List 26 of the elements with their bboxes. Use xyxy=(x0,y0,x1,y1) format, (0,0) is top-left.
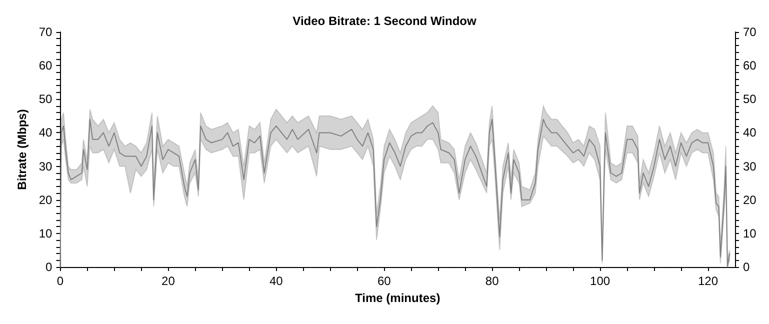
y-tick-label: 40 xyxy=(38,126,53,140)
x-tick-label: 80 xyxy=(485,274,500,288)
x-tick-label: 20 xyxy=(162,274,176,288)
x-tick-label: 0 xyxy=(56,274,64,288)
y2-tick-label: 50 xyxy=(743,92,757,106)
y-tick-label: 10 xyxy=(38,226,53,240)
x-tick-label: 100 xyxy=(590,274,610,288)
y2-tick-label: 20 xyxy=(743,192,757,207)
y-tick-label: 30 xyxy=(38,159,53,174)
y2-tick-label: 10 xyxy=(743,226,757,240)
x-tick-label: 120 xyxy=(698,274,718,288)
y2-tick-label: 70 xyxy=(743,25,757,39)
x-axis-title: Time (minutes) xyxy=(355,290,440,305)
y2-tick-label: 60 xyxy=(743,58,757,73)
y2-tick-label: 40 xyxy=(743,126,757,140)
y-axis-title: Bitrate (Mbps) xyxy=(15,109,29,190)
y-tick-label: 0 xyxy=(46,260,53,274)
y2-tick-label: 0 xyxy=(743,260,750,274)
y-tick-label: 50 xyxy=(38,92,53,106)
y-tick-label: 70 xyxy=(38,25,53,39)
y2-tick-label: 30 xyxy=(743,159,757,174)
y-tick-label: 20 xyxy=(38,192,53,207)
y-tick-label: 60 xyxy=(38,58,53,73)
chart-title: Video Bitrate: 1 Second Window xyxy=(292,14,478,28)
x-tick-label: 60 xyxy=(377,274,392,288)
x-tick-label: 40 xyxy=(269,274,284,288)
